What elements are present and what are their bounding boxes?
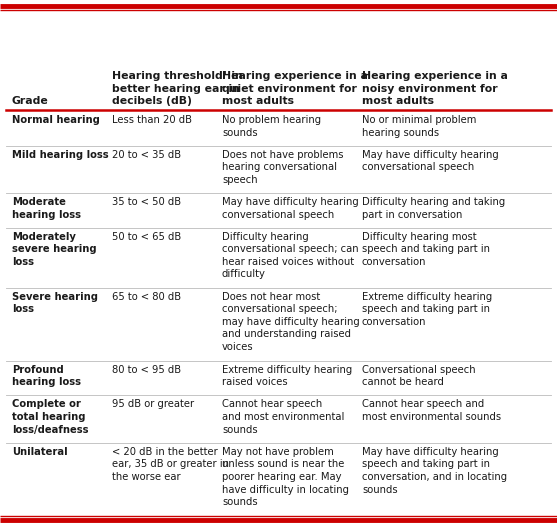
Text: Profound
hearing loss: Profound hearing loss xyxy=(12,365,81,387)
Text: 35 to < 50 dB: 35 to < 50 dB xyxy=(112,197,181,207)
Text: Mild hearing loss: Mild hearing loss xyxy=(12,150,109,160)
Text: May have difficulty hearing
speech and taking part in
conversation, and in locat: May have difficulty hearing speech and t… xyxy=(362,447,507,494)
Text: Extreme difficulty hearing
speech and taking part in
conversation: Extreme difficulty hearing speech and ta… xyxy=(362,292,492,327)
Text: 20 to < 35 dB: 20 to < 35 dB xyxy=(112,150,181,160)
Text: 80 to < 95 dB: 80 to < 95 dB xyxy=(112,365,181,375)
Text: Less than 20 dB: Less than 20 dB xyxy=(112,115,192,125)
Text: Normal hearing: Normal hearing xyxy=(12,115,100,125)
Text: Complete or
total hearing
loss/deafness: Complete or total hearing loss/deafness xyxy=(12,399,89,435)
Text: Cannot hear speech and
most environmental sounds: Cannot hear speech and most environmenta… xyxy=(362,399,501,422)
Text: May have difficulty hearing
conversational speech: May have difficulty hearing conversation… xyxy=(222,197,359,220)
Text: < 20 dB in the better
ear, 35 dB or greater in
the worse ear: < 20 dB in the better ear, 35 dB or grea… xyxy=(112,447,229,482)
Text: Cannot hear speech
and most environmental
sounds: Cannot hear speech and most environmenta… xyxy=(222,399,344,435)
Text: Does not have problems
hearing conversational
speech: Does not have problems hearing conversat… xyxy=(222,150,344,184)
Text: Moderately
severe hearing
loss: Moderately severe hearing loss xyxy=(12,231,96,267)
Text: Difficulty hearing most
speech and taking part in
conversation: Difficulty hearing most speech and takin… xyxy=(362,231,490,267)
Text: No problem hearing
sounds: No problem hearing sounds xyxy=(222,115,321,138)
Text: May have difficulty hearing
conversational speech: May have difficulty hearing conversation… xyxy=(362,150,499,172)
Text: Hearing experience in a
quiet environment for
most adults: Hearing experience in a quiet environmen… xyxy=(222,71,368,106)
Text: No or minimal problem
hearing sounds: No or minimal problem hearing sounds xyxy=(362,115,476,138)
Text: Severe hearing
loss: Severe hearing loss xyxy=(12,292,98,314)
Text: 95 dB or greater: 95 dB or greater xyxy=(112,399,194,409)
Text: Grade: Grade xyxy=(12,96,49,106)
Text: 50 to < 65 dB: 50 to < 65 dB xyxy=(112,231,181,241)
Text: 65 to < 80 dB: 65 to < 80 dB xyxy=(112,292,181,302)
Text: May not have problem
unless sound is near the
poorer hearing ear. May
have diffi: May not have problem unless sound is nea… xyxy=(222,447,349,507)
Text: Difficulty hearing
conversational speech; can
hear raised voices without
difficu: Difficulty hearing conversational speech… xyxy=(222,231,359,279)
Text: Hearing experience in a
noisy environment for
most adults: Hearing experience in a noisy environmen… xyxy=(362,71,508,106)
Text: Does not hear most
conversational speech;
may have difficulty hearing
and unders: Does not hear most conversational speech… xyxy=(222,292,360,352)
Text: Extreme difficulty hearing
raised voices: Extreme difficulty hearing raised voices xyxy=(222,365,352,387)
Text: Hearing threshold¹ in
better hearing ear in
decibels (dB): Hearing threshold¹ in better hearing ear… xyxy=(112,71,243,106)
Text: Unilateral: Unilateral xyxy=(12,447,67,457)
Text: Moderate
hearing loss: Moderate hearing loss xyxy=(12,197,81,220)
Text: Difficulty hearing and taking
part in conversation: Difficulty hearing and taking part in co… xyxy=(362,197,505,220)
Text: Conversational speech
cannot be heard: Conversational speech cannot be heard xyxy=(362,365,476,387)
